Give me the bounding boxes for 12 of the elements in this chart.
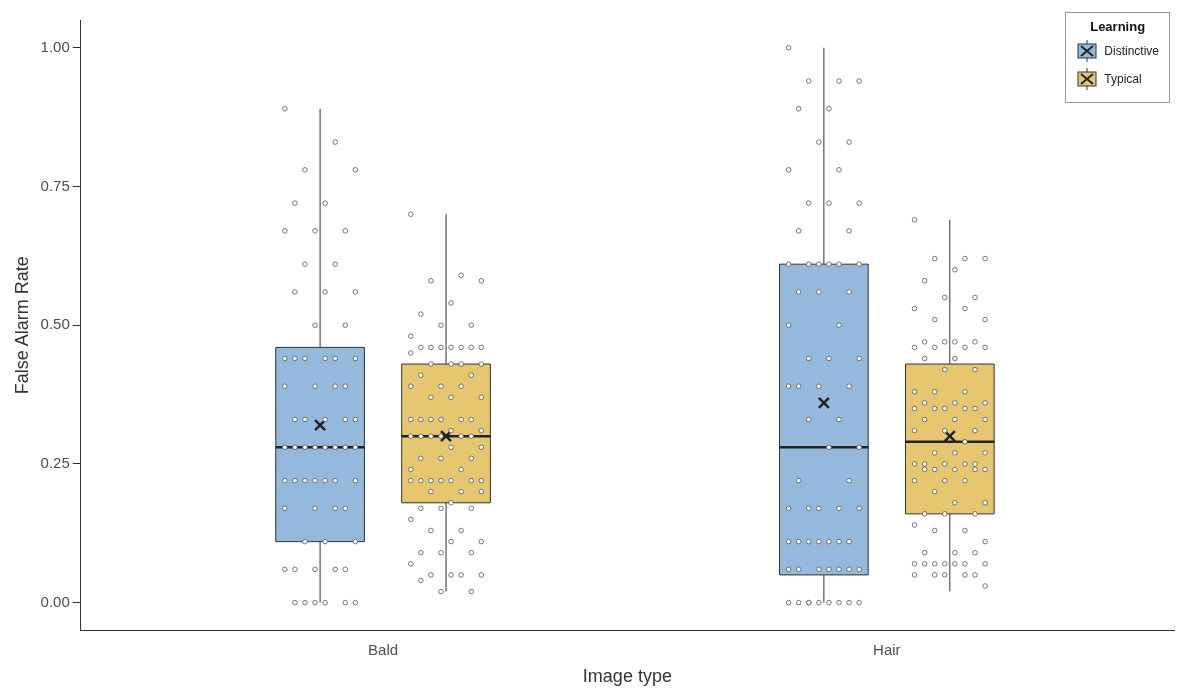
y-tick-label: 0.00 — [40, 592, 70, 610]
legend-label: Distinctive — [1104, 44, 1159, 58]
y-tick-label: 0.50 — [40, 315, 70, 333]
legend-title: Learning — [1089, 19, 1147, 34]
y-tick-label: 0.75 — [40, 176, 70, 194]
y-tick-label: 0.25 — [40, 454, 70, 472]
y-axis-title: False Alarm Rate — [11, 256, 32, 395]
x-tick-label: Bald — [368, 640, 399, 658]
x-tick-label: Hair — [873, 640, 901, 658]
y-tick-label: 1.00 — [40, 37, 70, 55]
x-axis-title: Image type — [582, 666, 672, 687]
legend-label: Typical — [1104, 72, 1142, 86]
